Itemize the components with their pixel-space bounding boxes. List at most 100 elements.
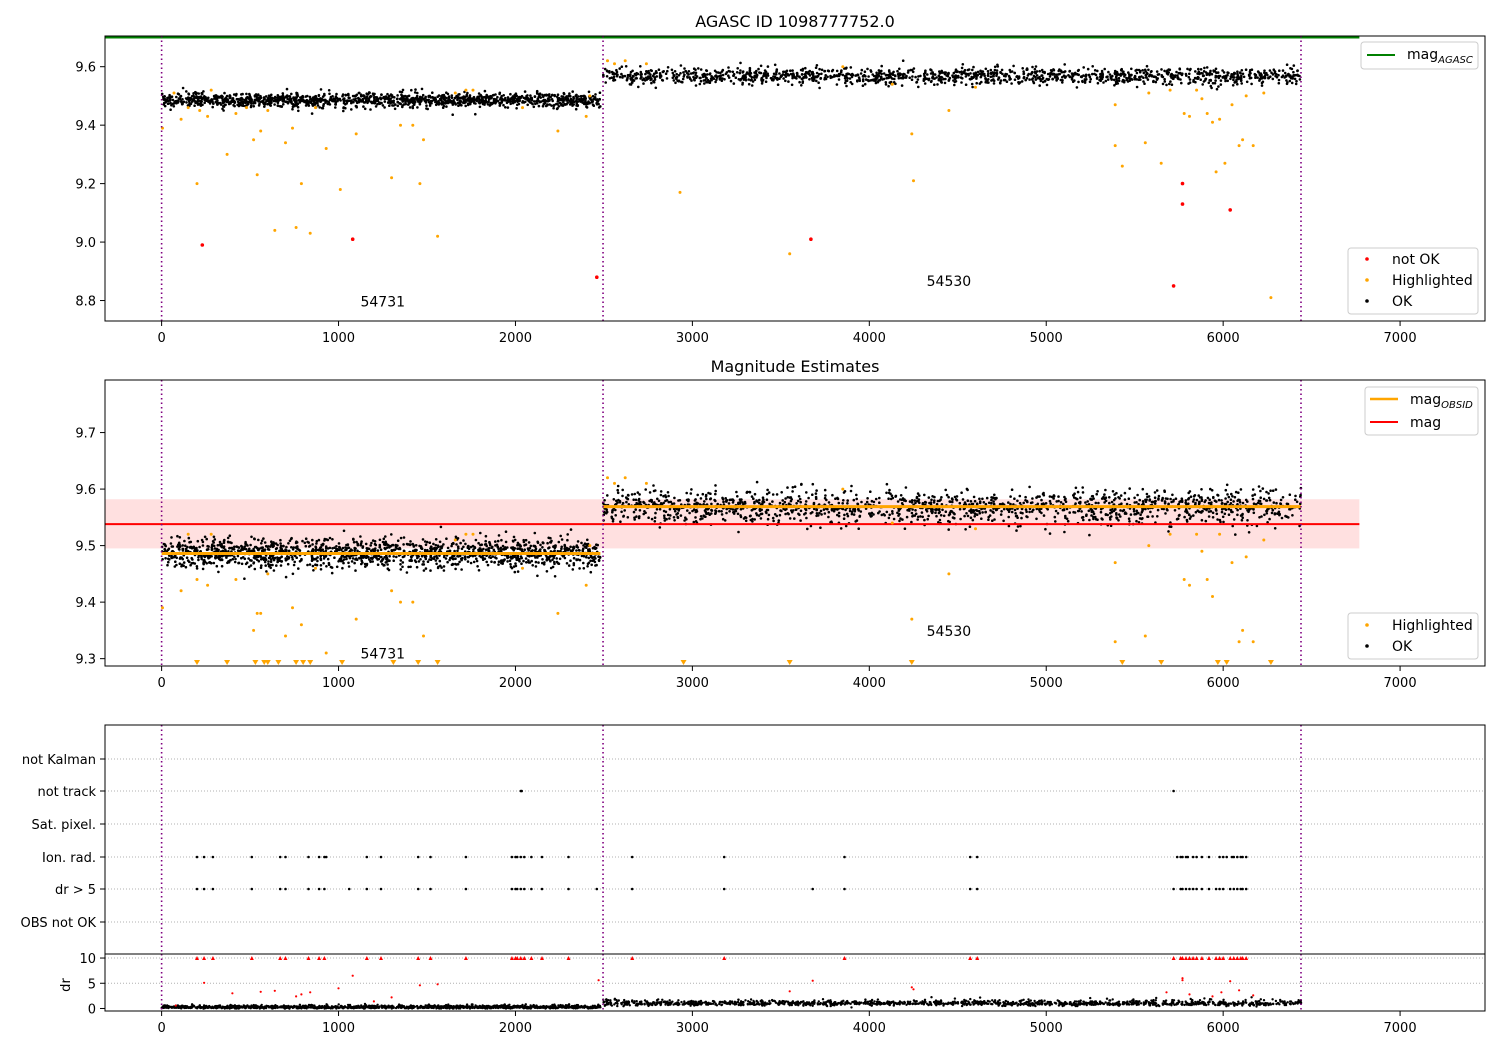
ok-point	[682, 71, 685, 74]
highlighted-point	[1113, 144, 1117, 148]
ok-point	[1134, 69, 1137, 72]
ok-point	[476, 565, 479, 568]
ok-point	[704, 78, 707, 82]
ok-point	[290, 102, 294, 105]
ok-point	[546, 541, 549, 545]
ok-point	[1088, 533, 1091, 537]
ok-point	[335, 92, 338, 96]
ok-point	[1236, 70, 1239, 73]
ok-point	[354, 94, 358, 97]
ok-point	[337, 542, 341, 545]
ok-point	[369, 544, 373, 547]
ok-point	[1275, 501, 1278, 505]
ok-point	[1045, 83, 1049, 87]
ok-point	[399, 98, 403, 101]
ok-point	[369, 560, 372, 564]
ok-point	[1281, 69, 1285, 72]
ok-point	[267, 565, 271, 568]
ok-point	[253, 567, 257, 571]
ok-point	[390, 100, 394, 104]
ok-point	[618, 75, 622, 79]
ok-point	[605, 75, 609, 78]
ok-point	[263, 560, 267, 564]
ok-point	[1258, 77, 1262, 81]
ok-point	[1197, 67, 1200, 71]
ok-point	[558, 557, 562, 561]
ok-point	[327, 561, 331, 565]
ok-point	[235, 97, 239, 101]
ok-point	[660, 78, 664, 82]
ok-point	[778, 513, 782, 517]
ok-point	[1031, 77, 1035, 80]
ok-point	[653, 516, 657, 519]
ok-point	[288, 539, 292, 543]
ok-point	[424, 567, 428, 570]
ok-point	[1203, 79, 1207, 82]
ok-point	[567, 98, 570, 102]
ok-point	[282, 544, 285, 548]
ok-point	[1281, 496, 1285, 499]
ok-point	[308, 563, 312, 566]
ok-point	[735, 71, 739, 74]
ok-point	[749, 74, 752, 78]
ok-point	[393, 96, 396, 99]
ok-point	[593, 545, 596, 549]
ok-point	[875, 71, 878, 75]
ok-point	[826, 75, 829, 79]
ok-point	[947, 513, 951, 517]
ok-point	[311, 538, 314, 542]
highlighted-point	[606, 59, 609, 63]
ok-point	[240, 93, 243, 96]
ok-point	[453, 549, 456, 553]
ok-point	[1250, 82, 1253, 86]
ok-point	[845, 79, 849, 82]
ok-point	[365, 95, 369, 98]
ok-point	[279, 544, 283, 548]
ok-point	[815, 79, 818, 83]
ok-point	[819, 77, 822, 80]
ok-point	[1120, 67, 1123, 71]
ok-point	[644, 76, 648, 79]
ok-point	[582, 102, 586, 106]
ok-point	[796, 74, 799, 77]
ok-point	[291, 572, 295, 576]
ok-point	[1226, 79, 1229, 83]
highlighted-point	[584, 114, 588, 118]
ok-point	[217, 570, 220, 574]
highlighted-point	[453, 91, 457, 95]
ok-point	[506, 556, 509, 560]
ok-point	[228, 96, 232, 100]
ok-point	[437, 565, 440, 569]
ok-point	[922, 77, 926, 81]
ok-point	[784, 79, 787, 83]
ok-point	[486, 103, 490, 106]
ok-point	[1155, 70, 1159, 73]
ok-point	[426, 560, 430, 563]
ok-point	[213, 538, 217, 541]
ok-point	[1083, 78, 1087, 81]
ok-point	[1130, 67, 1133, 71]
ok-point	[330, 99, 334, 102]
ok-point	[224, 96, 228, 100]
ok-point	[335, 96, 339, 100]
ok-point	[458, 99, 462, 102]
ok-point	[504, 530, 508, 533]
ok-point	[599, 105, 602, 108]
ok-point	[451, 554, 454, 558]
ok-point	[739, 61, 742, 65]
ok-point	[560, 545, 563, 549]
ok-point	[457, 555, 460, 558]
ok-point	[791, 72, 795, 75]
ok-point	[1086, 67, 1090, 71]
ok-point	[316, 101, 319, 105]
ok-point	[255, 546, 259, 550]
ok-point	[999, 81, 1002, 85]
ok-point	[1108, 73, 1112, 76]
ok-point	[450, 101, 454, 104]
ok-point	[880, 69, 883, 73]
ok-point	[187, 96, 191, 100]
ok-point	[403, 94, 407, 98]
ok-point	[311, 564, 315, 568]
ok-point	[380, 93, 383, 97]
ok-point	[571, 546, 575, 549]
